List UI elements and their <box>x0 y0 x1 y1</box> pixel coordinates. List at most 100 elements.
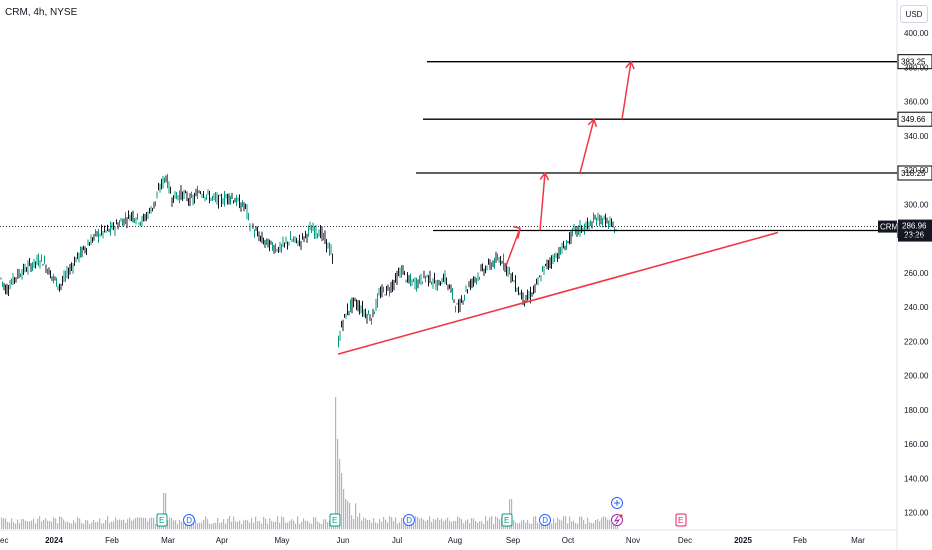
volume-bar <box>275 521 277 529</box>
volume-bar <box>113 521 115 529</box>
level-tag-label: 383.25 <box>901 58 926 67</box>
volume-bar <box>513 519 515 529</box>
time-tick-label: Apr <box>216 536 229 545</box>
volume-bar <box>557 517 559 529</box>
volume-bar <box>319 522 321 529</box>
up-arrow-shaft <box>621 61 632 120</box>
volume-bar <box>293 520 295 529</box>
volume-bar <box>85 520 87 529</box>
volume-bar <box>463 523 465 529</box>
volume-bar <box>247 520 249 529</box>
volume-bar <box>489 517 491 529</box>
volume-bar <box>65 522 67 529</box>
volume-bar <box>421 517 423 529</box>
volume-bar <box>471 518 473 529</box>
volume-bar <box>5 518 7 529</box>
volume-bar <box>203 519 205 529</box>
volume-bar <box>179 519 181 529</box>
volume-bar <box>151 517 153 529</box>
price-bars <box>0 173 617 348</box>
volume-bar <box>87 520 89 529</box>
volume-bar <box>453 520 455 529</box>
price-axis[interactable]: 400.00 380.00 360.00 340.00 320.00 300.00 280.… <box>904 29 929 518</box>
volume-bar <box>125 523 127 529</box>
price-tick-label: 340.00 <box>904 132 929 141</box>
volume-bar <box>311 523 313 529</box>
volume-bar <box>291 519 293 529</box>
volume-bar <box>137 517 139 529</box>
price-tick-label: 200.00 <box>904 372 929 381</box>
earnings-marker-label: E <box>678 516 683 525</box>
volume-bar <box>337 439 339 529</box>
volume-bar <box>47 520 49 529</box>
volume-bar <box>597 519 599 529</box>
volume-bar <box>51 521 53 529</box>
time-tick-label: Oct <box>562 536 575 545</box>
volume-bar <box>35 523 37 529</box>
volume-bar <box>345 499 347 529</box>
volume-bar <box>515 522 517 529</box>
volume-bar <box>263 516 265 529</box>
currency-button[interactable]: USD <box>900 5 928 23</box>
volume-bar <box>219 522 221 529</box>
volume-bar <box>521 520 523 529</box>
price-tick-label: 380.00 <box>904 63 929 72</box>
volume-bar <box>405 522 407 529</box>
volume-bar <box>131 520 133 529</box>
volume-bar <box>89 523 91 529</box>
volume-bar <box>295 523 297 529</box>
symbol-title[interactable]: CRM, 4h, NYSE <box>5 7 78 18</box>
volume-bar <box>185 523 187 529</box>
volume-bar <box>347 500 349 529</box>
volume-bar <box>147 521 149 529</box>
volume-bar <box>533 516 535 529</box>
volume-bar <box>497 517 499 529</box>
volume-bar <box>195 520 197 529</box>
volume-bar <box>3 518 5 529</box>
time-axis[interactable]: ec 2024 Feb Mar Apr May Jun Jul Aug Sep Oct Nov Dec 2… <box>0 536 865 545</box>
volume-bar <box>525 522 527 529</box>
volume-bar <box>13 522 15 529</box>
volume-bar <box>417 516 419 529</box>
volume-bar <box>587 517 589 529</box>
volume-bar <box>577 523 579 529</box>
price-tick-label: 320.00 <box>904 166 929 175</box>
volume-bar <box>59 516 61 529</box>
volume-bar <box>57 523 59 529</box>
volume-bar <box>455 521 457 529</box>
split-icon-bolt <box>613 515 621 525</box>
volume-bar <box>607 519 609 529</box>
time-tick-label: Jul <box>392 536 402 545</box>
volume-bar <box>449 520 451 529</box>
volume-bar <box>259 520 261 529</box>
price-tag-value: 286.96 <box>902 222 927 231</box>
time-tick-label: Jun <box>337 536 350 545</box>
volume-bar <box>307 520 309 529</box>
volume-bar <box>217 517 219 529</box>
volume-bar <box>317 521 319 529</box>
volume-bar <box>349 503 351 529</box>
volume-bar <box>487 520 489 529</box>
volume-bar <box>315 517 317 529</box>
volume-bar <box>139 517 141 529</box>
volume-bar <box>367 520 369 529</box>
volume-bar <box>81 522 83 529</box>
volume-bar <box>1 517 3 529</box>
volume-bar <box>355 503 357 529</box>
volume-bar <box>537 522 539 529</box>
volume-bar <box>9 522 11 529</box>
volume-bar <box>559 519 561 529</box>
volume-bar <box>527 519 529 529</box>
volume-bar <box>267 523 269 529</box>
volume-bar <box>419 518 421 529</box>
volume-bar <box>567 523 569 529</box>
volume-bar <box>401 517 403 529</box>
volume-bar <box>21 519 23 529</box>
volume-bar <box>25 520 27 529</box>
volume-bar <box>111 521 113 529</box>
volume-bar <box>209 523 211 529</box>
volume-bar <box>399 522 401 529</box>
